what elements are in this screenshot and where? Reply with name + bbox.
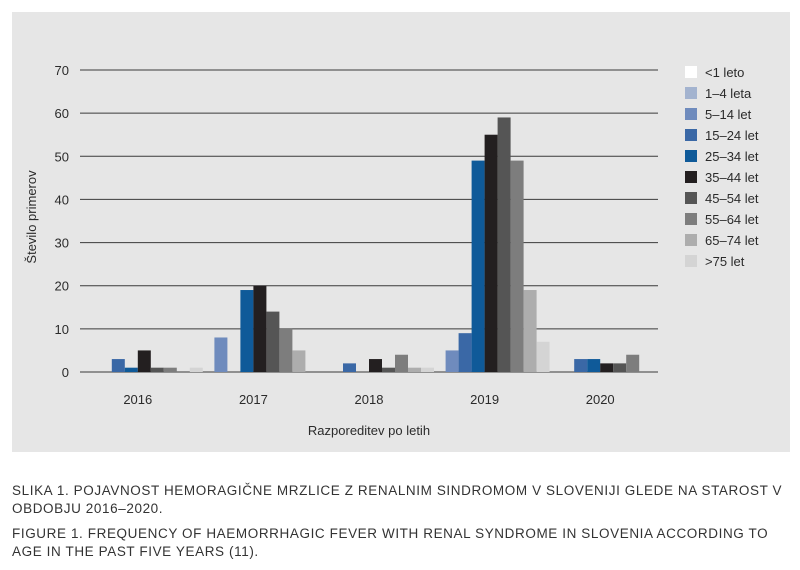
bar xyxy=(523,290,537,372)
legend-label: 1–4 leta xyxy=(705,86,752,101)
bar xyxy=(536,341,550,372)
legend-swatch xyxy=(685,213,697,225)
bar xyxy=(613,363,627,372)
y-tick-label: 40 xyxy=(55,192,69,207)
legend-swatch xyxy=(685,171,697,183)
legend-swatch xyxy=(685,150,697,162)
legend-label: 15–24 let xyxy=(705,128,759,143)
legend-label: 35–44 let xyxy=(705,170,759,185)
bar xyxy=(458,333,472,372)
bar xyxy=(343,363,356,372)
bar xyxy=(369,359,382,372)
x-axis-label: Razporeditev po letih xyxy=(308,423,430,438)
bar xyxy=(587,359,601,372)
bar xyxy=(510,160,524,372)
figure-caption-english: FIGURE 1. FREQUENCY OF HAEMORRHAGIC FEVE… xyxy=(12,526,769,559)
y-tick-label: 50 xyxy=(55,149,69,164)
x-tick-label: 2016 xyxy=(123,392,152,407)
bar xyxy=(266,311,280,372)
legend-label: <1 leto xyxy=(705,65,744,80)
bar xyxy=(497,117,511,372)
bar xyxy=(445,350,459,372)
bar xyxy=(150,367,164,372)
x-tick-label: 2019 xyxy=(470,392,499,407)
bar-chart: 0 10 20 30 40 50 60 70 Število primerov 2016 2017 2… xyxy=(24,63,759,438)
bar xyxy=(163,367,177,372)
legend-swatch xyxy=(685,87,697,99)
legend-swatch xyxy=(685,192,697,204)
bar xyxy=(240,290,254,372)
legend-label: 55–64 let xyxy=(705,212,759,227)
bar xyxy=(111,359,125,372)
figure-caption-slovenian: SLIKA 1. POJAVNOST HEMORAGIČNE MRZLICE Z… xyxy=(12,483,783,516)
y-tick-label: 10 xyxy=(55,322,69,337)
bar xyxy=(600,363,614,372)
legend-swatch xyxy=(685,255,697,267)
legend-swatch xyxy=(685,234,697,246)
legend-swatch xyxy=(685,108,697,120)
legend-swatch xyxy=(685,129,697,141)
bar xyxy=(279,328,293,372)
legend-label: 65–74 let xyxy=(705,233,759,248)
y-tick-label: 30 xyxy=(55,236,69,251)
x-tick-label: 2018 xyxy=(355,392,384,407)
legend-label: >75 let xyxy=(705,254,745,269)
bar xyxy=(253,285,267,372)
bar xyxy=(471,160,485,372)
y-tick-label: 0 xyxy=(62,365,69,380)
x-tick-label: 2020 xyxy=(586,392,615,407)
y-tick-label: 70 xyxy=(55,63,69,78)
x-tick-label: 2017 xyxy=(239,392,268,407)
bar xyxy=(626,354,640,372)
bar xyxy=(189,367,203,372)
y-axis-label: Število primerov xyxy=(24,170,39,264)
bar xyxy=(214,337,228,372)
bar xyxy=(408,367,421,372)
legend-swatch xyxy=(685,66,697,78)
bar xyxy=(382,367,395,372)
legend-label: 25–34 let xyxy=(705,149,759,164)
bar xyxy=(574,359,588,372)
bar xyxy=(395,354,408,372)
chart-panel: 0 10 20 30 40 50 60 70 Število primerov 2016 2017 2… xyxy=(12,12,790,452)
bar xyxy=(421,367,434,372)
bar xyxy=(124,367,138,372)
legend-label: 5–14 let xyxy=(705,107,752,122)
bar xyxy=(137,350,151,372)
y-tick-label: 60 xyxy=(55,106,69,121)
bar xyxy=(484,134,498,372)
y-tick-label: 20 xyxy=(55,279,69,294)
bar xyxy=(292,350,306,372)
legend-label: 45–54 let xyxy=(705,191,759,206)
